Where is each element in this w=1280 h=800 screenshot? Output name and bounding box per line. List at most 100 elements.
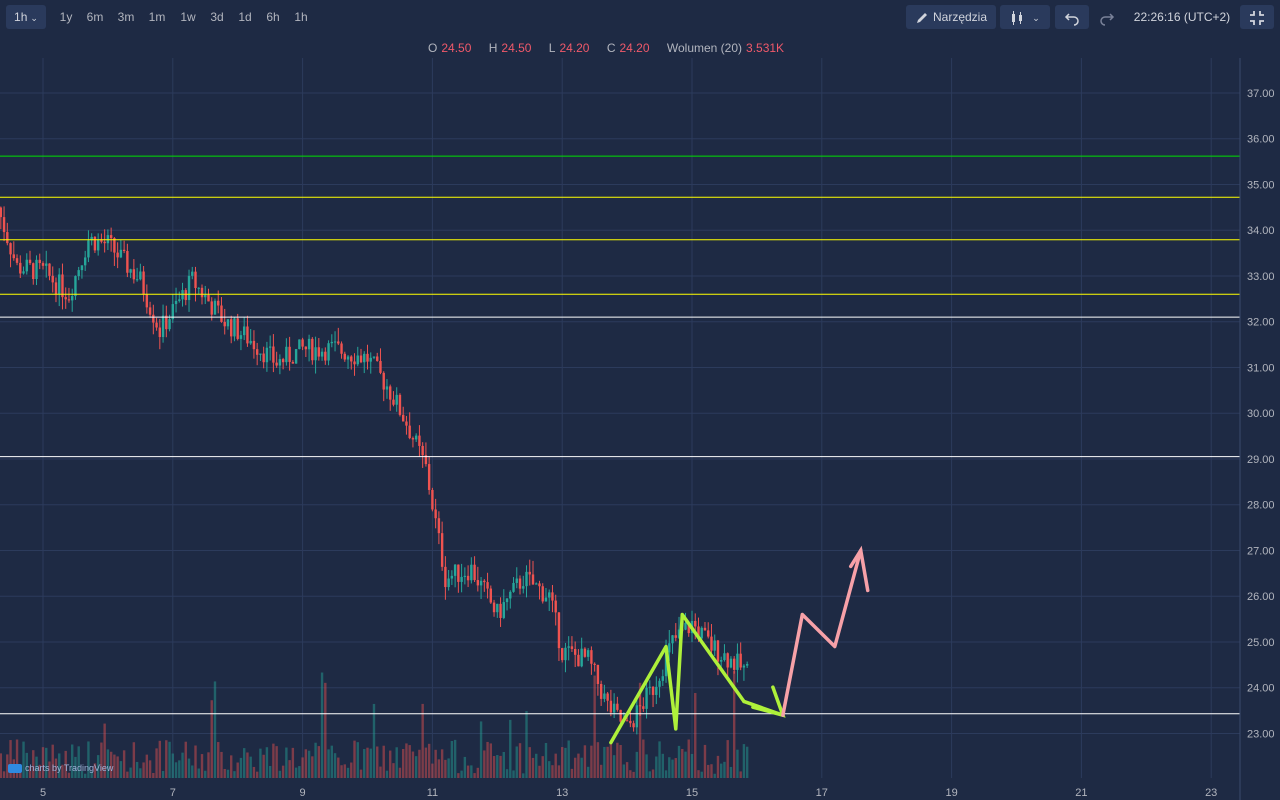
volume-bar <box>745 746 749 778</box>
candle-body <box>528 571 531 575</box>
candle-body <box>119 249 123 258</box>
candle-body <box>366 353 369 362</box>
candle-body <box>168 319 171 330</box>
volume-bar <box>603 746 606 778</box>
candle-body <box>450 575 454 579</box>
volume-bar <box>677 745 681 778</box>
candle-body <box>385 386 389 390</box>
range-3d[interactable]: 3d <box>210 10 224 24</box>
volume-bar <box>450 740 454 778</box>
candle-body <box>139 271 142 280</box>
volume-bar <box>210 700 213 778</box>
candle-body <box>395 394 398 405</box>
candle-body <box>236 318 239 339</box>
volume-bar <box>535 753 538 778</box>
volume-bar <box>298 766 301 778</box>
volume-bar <box>593 675 596 778</box>
candle-body <box>288 346 291 362</box>
volume-bar <box>707 764 710 778</box>
volume-bar <box>233 771 236 778</box>
volume-bar <box>379 766 382 778</box>
volume-bar <box>505 769 509 778</box>
volume-bar <box>625 762 629 778</box>
volume-bar <box>148 760 152 778</box>
candle-body <box>496 603 499 613</box>
range-6m[interactable]: 6m <box>86 10 104 24</box>
candle-body <box>239 335 243 339</box>
volume-bar <box>392 763 395 778</box>
volume-bar <box>648 771 652 778</box>
time-tick-label: 23 <box>1205 787 1217 799</box>
volume-bar <box>93 763 97 778</box>
volume-bar <box>278 770 282 778</box>
chart-type-select[interactable]: ⌄ <box>1000 5 1050 29</box>
range-6h[interactable]: 6h <box>266 10 280 24</box>
volume-bar <box>538 765 541 778</box>
candle-body <box>492 602 496 613</box>
candle-body <box>281 359 285 363</box>
candle-body <box>648 686 652 688</box>
volume-bar <box>41 747 45 778</box>
candle-body <box>246 326 249 344</box>
volume-bar <box>165 740 168 778</box>
volume-bar <box>317 746 321 778</box>
candle-body <box>54 282 58 295</box>
volume-bar <box>217 742 220 778</box>
tradingview-watermark[interactable]: charts by TradingView <box>8 762 113 774</box>
volume-bar <box>369 748 372 778</box>
candle-body <box>557 612 561 649</box>
candle-body <box>32 263 35 280</box>
volume-bar <box>350 762 353 778</box>
redo-icon <box>1100 13 1115 26</box>
volume-bar <box>586 766 590 778</box>
candle-body <box>723 653 726 661</box>
volume-bar <box>411 751 415 778</box>
candle-body <box>541 586 544 602</box>
range-1d[interactable]: 1d <box>238 10 252 24</box>
range-1w[interactable]: 1w <box>180 10 196 24</box>
range-3m[interactable]: 3m <box>117 10 135 24</box>
volume-bar <box>252 766 256 778</box>
price-tick-label: 30.00 <box>1247 408 1275 420</box>
candle-body <box>518 578 522 589</box>
fullscreen-button[interactable] <box>1240 5 1274 29</box>
candle-body <box>398 394 402 415</box>
volume-bar <box>51 744 54 778</box>
volume-bar <box>489 743 493 778</box>
candle-body <box>291 361 295 364</box>
candle-body <box>651 686 655 695</box>
volume-bar <box>522 773 525 778</box>
volume-bar <box>71 744 74 778</box>
candle-body <box>593 663 596 665</box>
volume-bar <box>655 756 658 778</box>
time-tick-label: 11 <box>427 787 438 799</box>
range-1m[interactable]: 1m <box>148 10 166 24</box>
undo-button[interactable] <box>1055 5 1089 29</box>
volume-bar <box>742 744 746 778</box>
candle-body <box>437 518 441 534</box>
candle-body <box>379 360 382 373</box>
volume-bar <box>168 741 171 778</box>
redo-button[interactable] <box>1094 5 1120 29</box>
candle-body <box>129 269 132 273</box>
candle-body <box>161 315 165 338</box>
interval-select[interactable]: 1h ⌄ <box>6 5 46 29</box>
volume-bar <box>551 765 554 778</box>
candle-body <box>544 597 548 602</box>
volume-bar <box>405 743 408 778</box>
tools-button[interactable]: Narzędzia <box>906 5 996 29</box>
time-tick-label: 9 <box>300 787 306 799</box>
volume-value: 3.531K <box>746 41 785 55</box>
candle-body <box>272 346 275 363</box>
candle-body <box>9 243 12 255</box>
candle-body <box>116 252 119 258</box>
volume-bar <box>398 767 402 778</box>
volume-bar <box>424 747 428 778</box>
range-1y[interactable]: 1y <box>59 10 73 24</box>
candle-body <box>707 630 710 637</box>
green-drawing <box>609 612 746 745</box>
candle-body <box>606 693 609 701</box>
range-1h[interactable]: 1h <box>294 10 308 24</box>
candle-body <box>35 259 38 280</box>
